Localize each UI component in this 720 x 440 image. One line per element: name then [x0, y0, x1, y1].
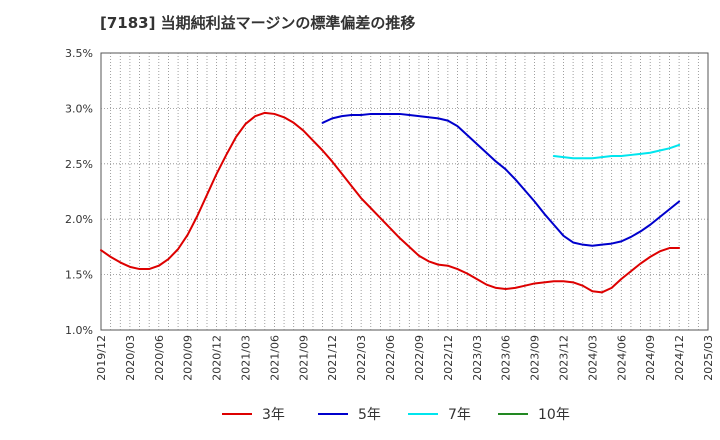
- legend-item: 3年: [222, 402, 285, 426]
- series-line-5年: [321, 112, 681, 247]
- legend-label: 7年: [448, 407, 471, 423]
- y-tick-label: 2.5%: [65, 158, 93, 171]
- x-tick-label: 2020/09: [182, 335, 195, 381]
- x-tick-label: 2021/09: [297, 335, 310, 381]
- x-tick-label: 2025/03: [702, 335, 715, 381]
- x-tick-label: 2021/12: [326, 335, 339, 381]
- y-tick-label: 1.5%: [65, 269, 93, 282]
- x-tick-label: 2023/12: [557, 335, 570, 381]
- plot-area: [100, 52, 709, 331]
- line-chart: 1.0% 1.5% 2.0% 2.5% 3.0% 3.5% 2019/12 2020/03 20…: [65, 47, 715, 381]
- y-tick-label: 2.0%: [65, 213, 93, 226]
- series-line-3年: [100, 111, 681, 294]
- x-tick-label: 2024/06: [615, 335, 628, 381]
- legend-swatch: [318, 413, 348, 415]
- x-tick-label: 2020/06: [153, 335, 166, 381]
- legend-label: 3年: [262, 407, 285, 423]
- x-tick-label: 2023/09: [529, 335, 542, 381]
- legend-item: 5年: [318, 402, 381, 426]
- legend-item: 10年: [498, 402, 570, 426]
- x-tick-label: 2022/06: [384, 335, 397, 381]
- y-tick-label: 3.0%: [65, 102, 93, 115]
- chart-legend: 3年 5年 7年 10年: [0, 402, 720, 426]
- x-tick-label: 2023/03: [471, 335, 484, 381]
- y-tick-label: 3.5%: [65, 47, 93, 60]
- chart-title: [7183] 当期純利益マージンの標準偏差の推移: [100, 14, 416, 32]
- legend-swatch: [408, 413, 438, 415]
- x-tick-label: 2022/03: [355, 335, 368, 381]
- x-tick-label: 2019/12: [95, 335, 108, 381]
- legend-item: 7年: [408, 402, 471, 426]
- legend-swatch: [222, 413, 252, 415]
- x-tick-label: 2022/12: [442, 335, 455, 381]
- x-tick-label: 2024/09: [644, 335, 657, 381]
- x-tick-label: 2022/09: [413, 335, 426, 381]
- x-tick-label: 2020/12: [211, 335, 224, 381]
- x-tick-label: 2021/03: [240, 335, 253, 381]
- series-line-7年: [552, 143, 681, 160]
- x-tick-label: 2021/06: [268, 335, 281, 381]
- y-tick-label: 1.0%: [65, 324, 93, 337]
- legend-label: 5年: [358, 407, 381, 423]
- legend-label: 10年: [538, 407, 570, 423]
- x-tick-label: 2024/12: [673, 335, 686, 381]
- x-tick-label: 2023/06: [500, 335, 513, 381]
- x-tick-label: 2024/03: [586, 335, 599, 381]
- x-tick-label: 2020/03: [124, 335, 137, 381]
- legend-swatch: [498, 413, 528, 415]
